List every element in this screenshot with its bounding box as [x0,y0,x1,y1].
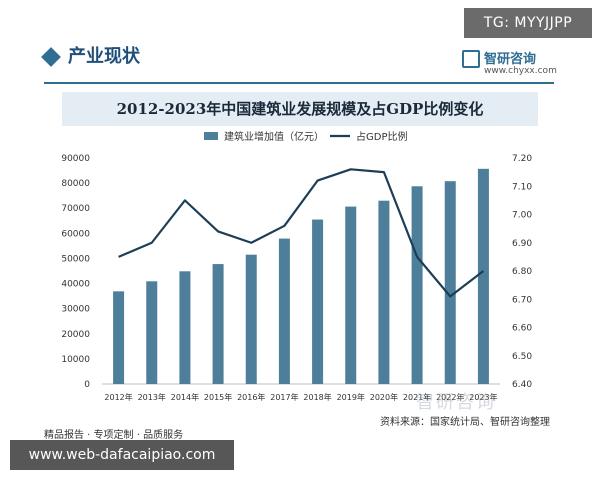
bar [378,200,390,384]
y-left-tick-label: 30000 [61,305,90,315]
telegram-badge: TG: MYYJJPP [464,8,592,38]
chart-title-box: 2012-2023年中国建筑业发展规模及占GDP比例变化 [62,92,538,126]
logo-name: 智研咨询 [484,52,537,67]
bar [477,168,489,384]
source-note: 资料来源：国家统计局、智研咨询整理 [380,417,550,428]
x-tick-label: 2018年 [303,392,331,402]
y-left-tick-label: 50000 [61,254,90,264]
url-banner: www.web-dafacaipiao.com [10,440,234,470]
y-left-tick-label: 80000 [61,179,90,189]
y-right-tick-label: 6.90 [512,239,532,249]
x-tick-label: 2022年 [436,392,464,402]
chart-title: 2012-2023年中国建筑业发展规模及占GDP比例变化 [116,100,484,118]
y-right-tick-label: 6.80 [512,267,532,277]
bar [444,181,456,384]
x-tick-label: 2017年 [270,392,298,402]
x-tick-label: 2016年 [237,392,265,402]
logo-icon [462,50,480,68]
bar [146,281,158,384]
x-tick-label: 2021年 [403,392,431,402]
bar [345,206,357,384]
y-right-tick-label: 6.60 [512,324,532,334]
y-left-tick-label: 20000 [61,330,90,340]
legend-swatch-bar [204,132,218,140]
x-tick-label: 2015年 [204,392,232,402]
watermark: 智研咨询 [416,392,496,413]
series-line [118,168,485,298]
y-left-tick-label: 60000 [61,229,90,239]
y-left-tick-label: 0 [84,380,90,390]
y-right-tick-label: 7.10 [512,182,532,192]
header-divider [44,82,554,84]
bar [278,238,290,384]
y-right-tick-label: 7.20 [512,154,532,164]
x-tick-label: 2023年 [469,392,497,402]
bar [179,271,191,384]
x-tick-label: 2019年 [337,392,365,402]
y-left-tick-label: 90000 [61,154,90,164]
bar [312,219,324,384]
legend-label-bar: 建筑业增加值（亿元） [224,130,324,143]
x-tick-label: 2014年 [171,392,199,402]
bar [245,254,257,384]
footer-slogan: 精品报告 · 专项定制 · 品质服务 [44,430,184,441]
section-title: 产业现状 [68,46,140,67]
y-right-tick-label: 7.00 [512,211,532,221]
y-left-tick-label: 70000 [61,204,90,214]
bar [212,264,224,384]
y-right-tick-label: 6.40 [512,380,532,390]
logo-url: www.chyxx.com [484,66,557,76]
x-tick-label: 2020年 [370,392,398,402]
bar [113,291,125,384]
bar [411,186,423,384]
x-tick-label: 2013年 [138,392,166,402]
y-right-tick-label: 6.50 [512,352,532,362]
y-left-tick-label: 10000 [61,355,90,365]
legend-label-line: 占GDP比例 [356,130,407,143]
y-left-tick-label: 40000 [61,280,90,290]
y-right-tick-label: 6.70 [512,295,532,305]
x-tick-label: 2012年 [104,392,132,402]
